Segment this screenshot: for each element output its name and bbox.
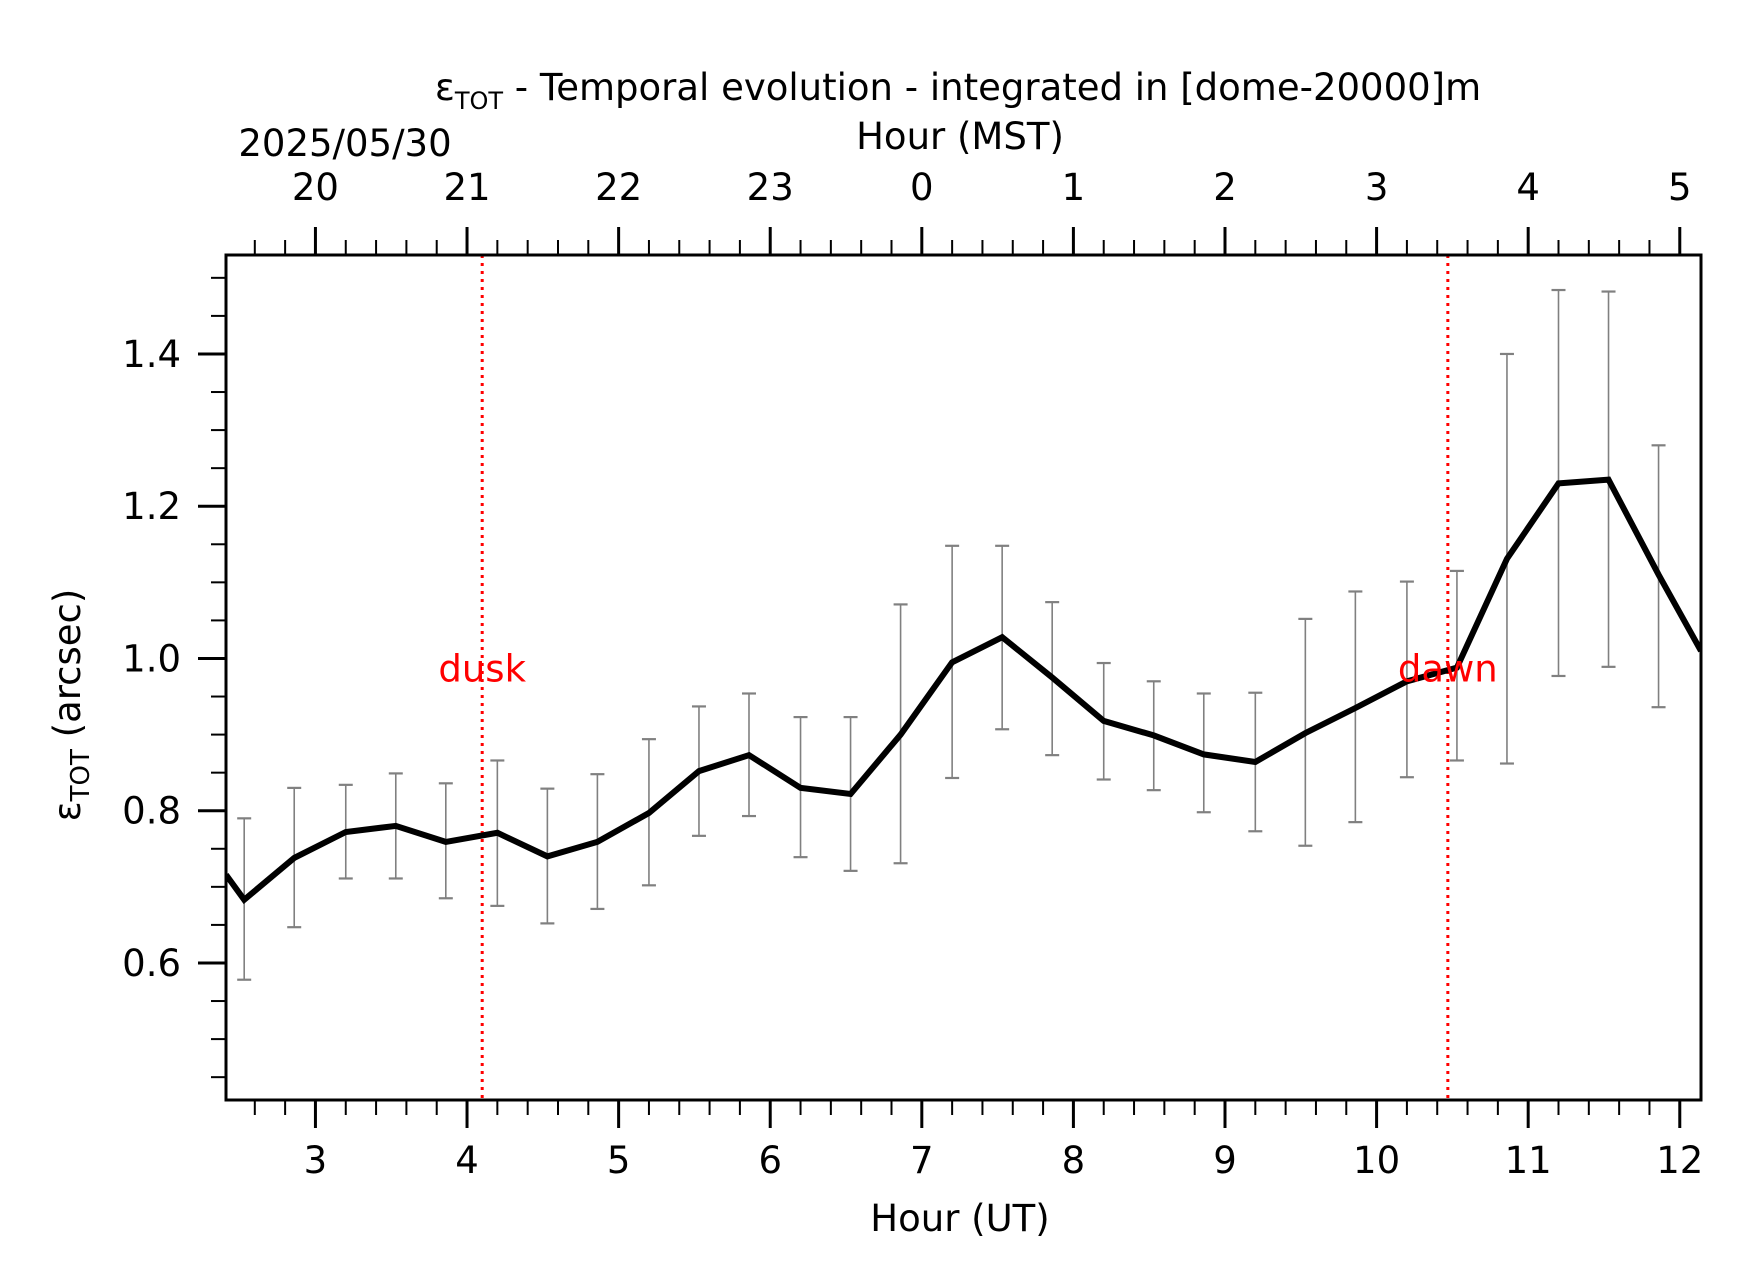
top-tick-label: 5 bbox=[1668, 166, 1692, 209]
x-tick-label: 4 bbox=[455, 1139, 479, 1182]
plot-frame bbox=[224, 253, 1703, 1102]
x-tick-label: 11 bbox=[1505, 1139, 1552, 1182]
series-line-0 bbox=[226, 476, 1701, 905]
ylabel-symbol: ε bbox=[46, 801, 89, 821]
top-tick-label: 3 bbox=[1365, 166, 1389, 209]
top-tick-label: 23 bbox=[747, 166, 794, 209]
x-tick-label: 7 bbox=[910, 1139, 934, 1182]
x-tick-label: 12 bbox=[1656, 1139, 1703, 1182]
y-axis-label: εTOT (arcsec) bbox=[46, 589, 96, 822]
top-tick-label: 22 bbox=[595, 166, 642, 209]
ylabel-text: (arcsec) bbox=[46, 589, 89, 749]
y-tick-label: 1.4 bbox=[122, 333, 181, 376]
x-tick-label: 5 bbox=[607, 1139, 631, 1182]
top-tick-label: 4 bbox=[1516, 166, 1540, 209]
top-axis-label: Hour (MST) bbox=[856, 115, 1064, 158]
title-subscript: TOT bbox=[454, 87, 504, 115]
vline-label-dusk: dusk bbox=[438, 647, 526, 690]
ylabel-subscript: TOT bbox=[66, 749, 96, 802]
x-tick-label: 9 bbox=[1213, 1139, 1237, 1182]
plot-area: dusk dawn bbox=[226, 255, 1701, 1100]
y-tick-label: 0.6 bbox=[122, 942, 181, 985]
title-text: - Temporal evolution - integrated in [do… bbox=[503, 66, 1481, 109]
x-tick-label: 3 bbox=[304, 1139, 328, 1182]
top-tick-label: 21 bbox=[443, 166, 490, 209]
y-tick-label: 1.2 bbox=[122, 485, 181, 528]
top-tick-label: 2 bbox=[1213, 166, 1237, 209]
x-tick-label: 10 bbox=[1353, 1139, 1400, 1182]
chart-title: εTOT - Temporal evolution - integrated i… bbox=[435, 66, 1481, 115]
top-tick-label: 20 bbox=[292, 166, 339, 209]
top-tick-label: 1 bbox=[1062, 166, 1086, 209]
title-symbol: ε bbox=[435, 66, 455, 109]
plot-content bbox=[226, 255, 1701, 1100]
x-axis-label: Hour (UT) bbox=[870, 1197, 1049, 1240]
date-label: 2025/05/30 bbox=[238, 122, 451, 165]
y-tick-label: 1.0 bbox=[122, 637, 181, 680]
y-tick-label: 0.8 bbox=[122, 790, 181, 833]
top-tick-label: 0 bbox=[910, 166, 934, 209]
x-tick-label: 6 bbox=[758, 1139, 782, 1182]
vline-label-dawn: dawn bbox=[1398, 647, 1498, 690]
x-tick-label: 8 bbox=[1062, 1139, 1086, 1182]
